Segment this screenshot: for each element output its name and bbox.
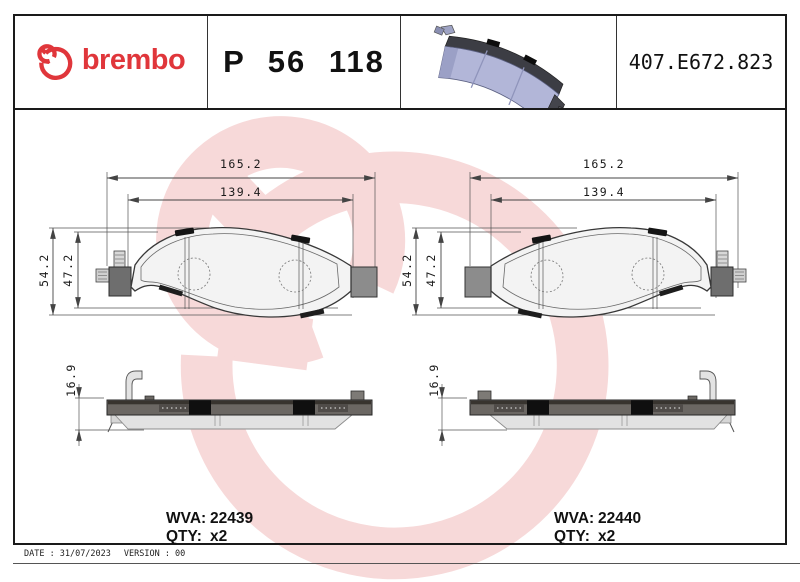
brembo-logo-icon (37, 44, 73, 80)
qty-label-right: QTY: (554, 528, 590, 545)
part-number-cell: P 56 118 (208, 16, 401, 108)
footer-divider (13, 563, 800, 564)
dim-friction-width-left: 139.4 (219, 185, 263, 199)
date-label: DATE : (24, 549, 55, 559)
brand-wordmark: brembo (81, 43, 186, 76)
date-value: 31/07/2023 (59, 549, 111, 559)
pad-side-view-left (106, 370, 373, 433)
dim-thickness-left: 16.9 (64, 363, 78, 397)
dim-overall-width-left: 165.2 (219, 157, 263, 171)
pad-info-right: WVA: 22440 QTY: x2 (554, 510, 641, 546)
title-block: brembo P 56 118 407.E672.823 (13, 14, 787, 110)
dim-friction-width-right: 139.4 (582, 185, 626, 199)
wva-value-left: 22439 (210, 510, 254, 527)
qty-value-right: x2 (598, 528, 616, 545)
wva-value-right: 22440 (598, 510, 642, 527)
dim-overall-height-left: 54.2 (37, 253, 51, 287)
pad-front-view-right (464, 226, 747, 320)
version-label: VERSION : (123, 549, 170, 559)
dim-overall-width-right: 165.2 (582, 157, 626, 171)
catalog-code-cell: 407.E672.823 (617, 16, 785, 108)
product-image-cell (401, 16, 617, 108)
pad-side-view-right (469, 370, 736, 433)
brake-pad-3d-image (433, 24, 567, 108)
brand-cell: brembo (15, 16, 208, 108)
wva-label-right: WVA: (554, 510, 595, 527)
pad-front-view-left (95, 226, 378, 320)
qty-value-left: x2 (210, 528, 228, 545)
brembo-watermark-icon (156, 116, 609, 580)
part-number: P 56 118 (223, 44, 385, 79)
footer: DATE : 31/07/2023 VERSION : 00 (24, 549, 190, 559)
datasheet-page: { "header": { "brand_wordmark": "brembo"… (13, 14, 800, 580)
dim-overall-height-right: 54.2 (400, 253, 414, 287)
pad-info-left: WVA: 22439 QTY: x2 (166, 510, 253, 546)
version-value: 00 (174, 549, 186, 559)
qty-label-left: QTY: (166, 528, 202, 545)
dim-friction-height-right: 47.2 (424, 253, 438, 287)
dim-friction-height-left: 47.2 (61, 253, 75, 287)
dim-thickness-right: 16.9 (427, 363, 441, 397)
wva-label-left: WVA: (166, 510, 207, 527)
catalog-code: 407.E672.823 (628, 50, 774, 74)
